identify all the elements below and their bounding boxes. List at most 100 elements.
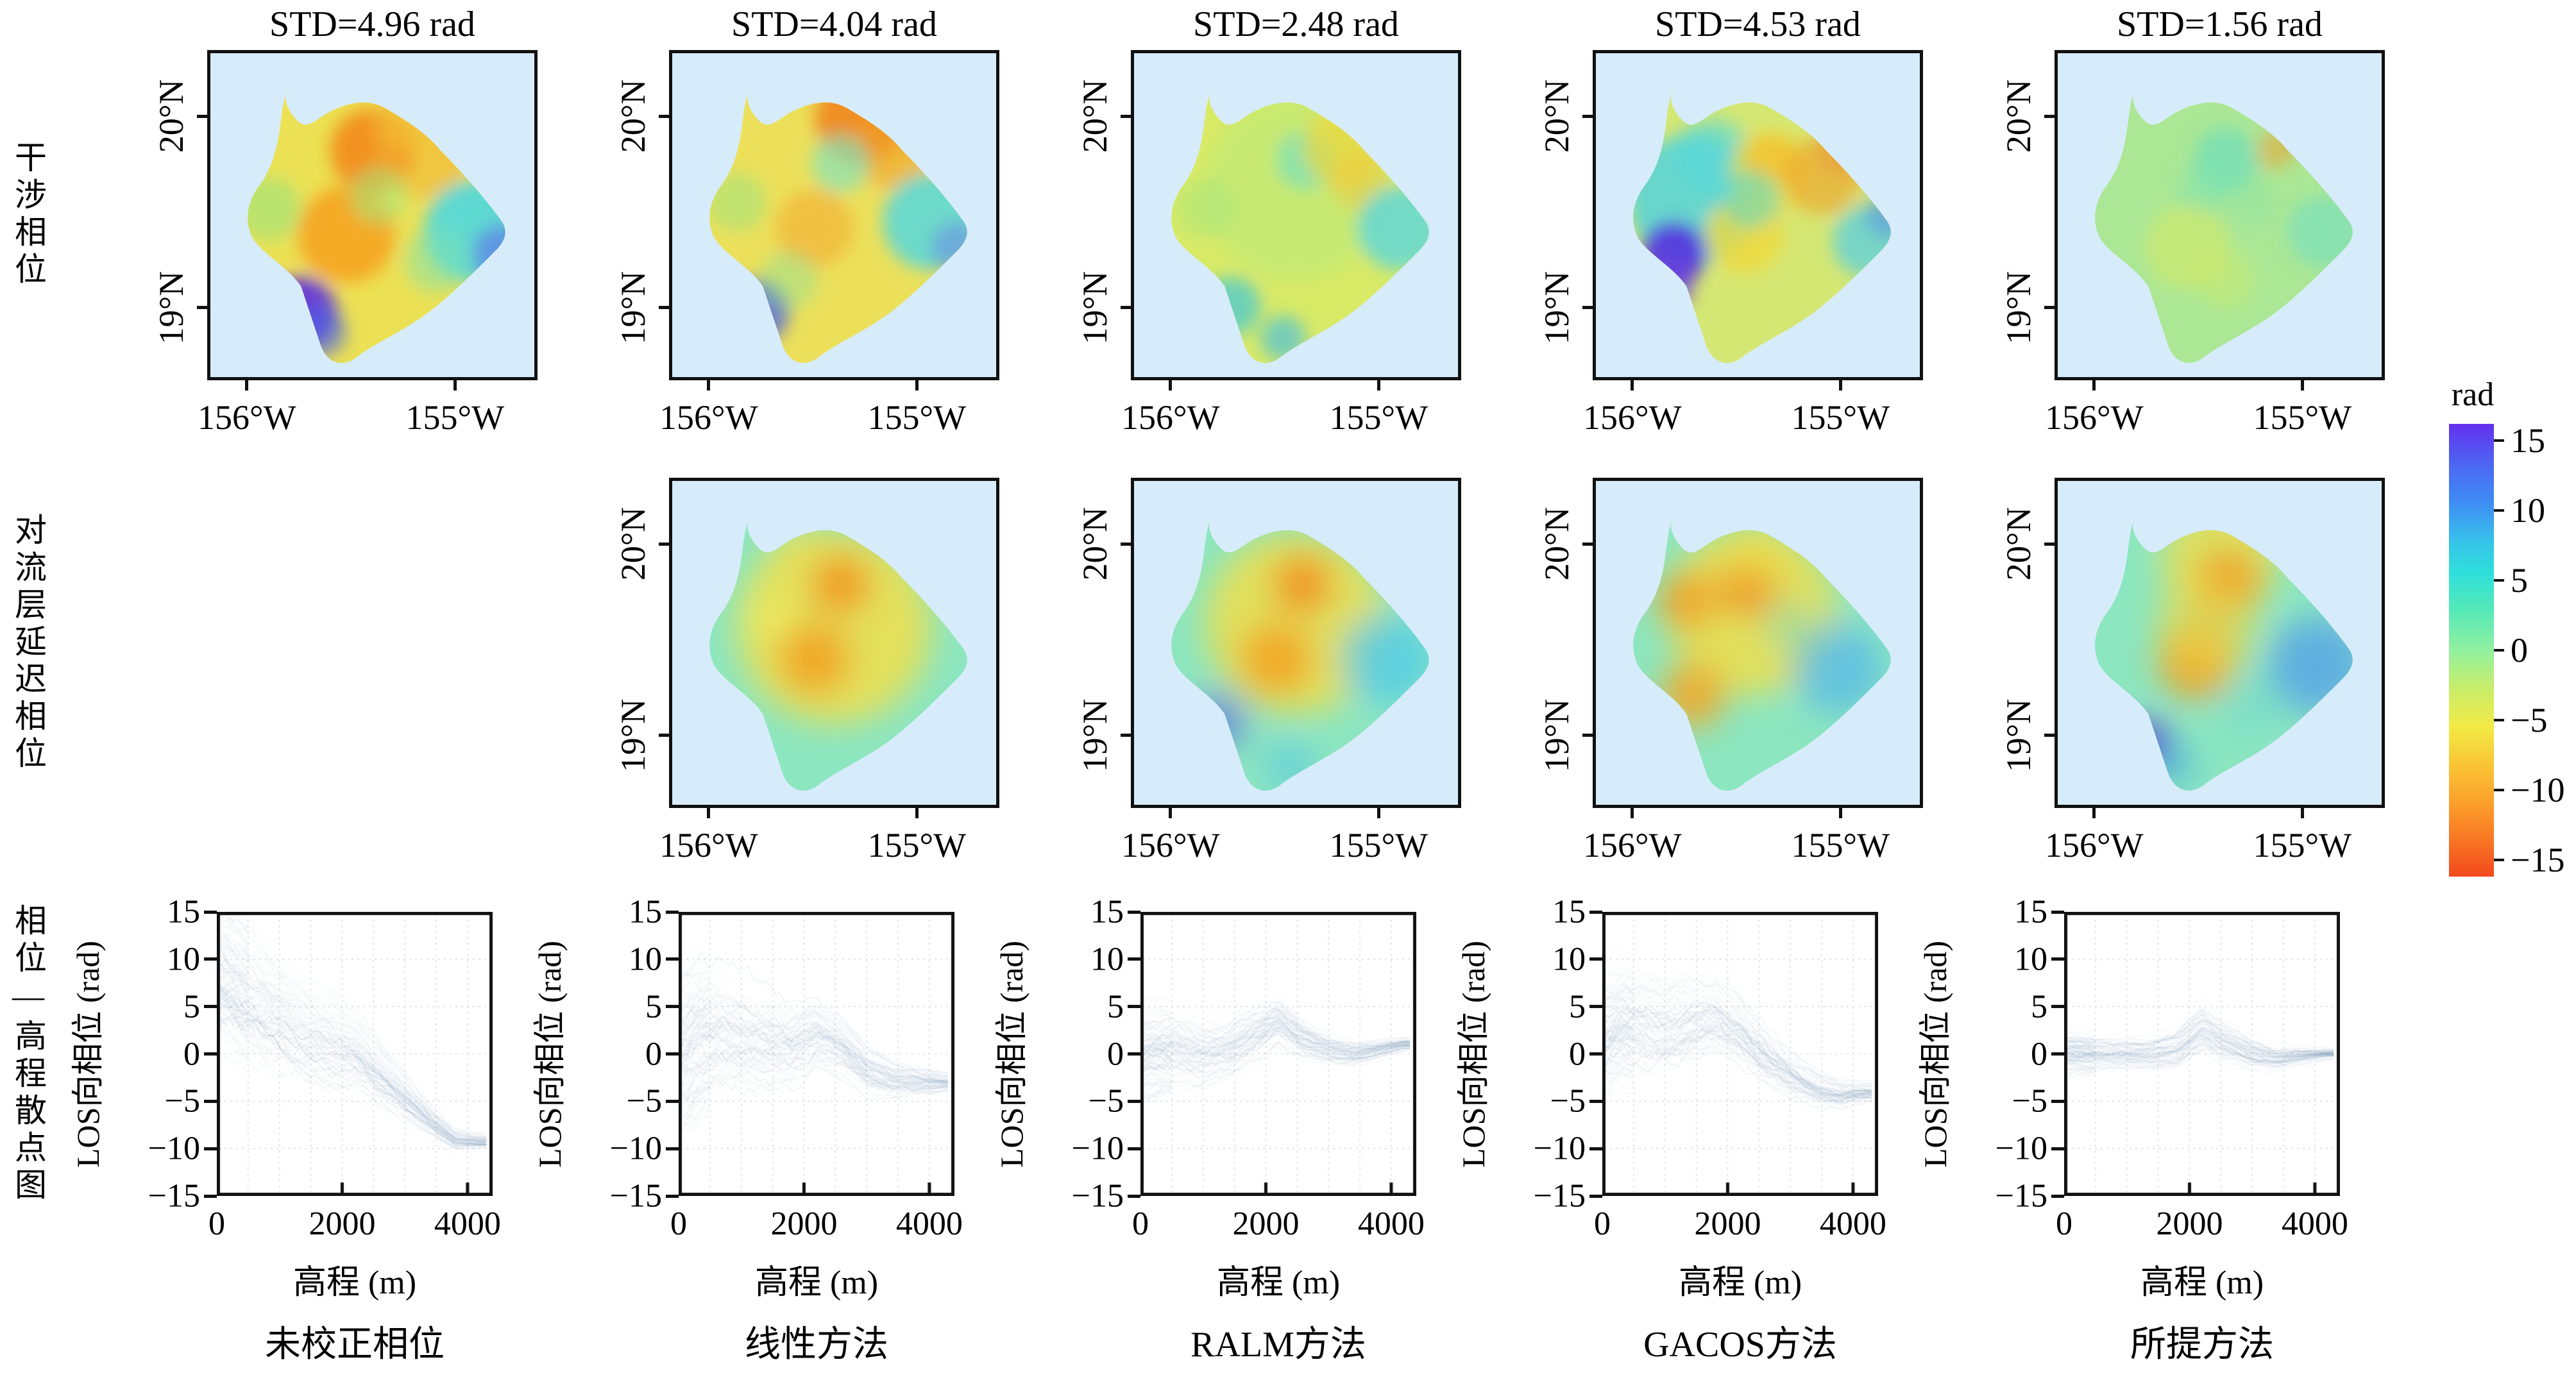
lat-tick: [1582, 114, 1593, 118]
colorbar-tick: [2494, 649, 2504, 652]
lat-tick-label: 19°N: [614, 698, 652, 772]
scatter-x-axis-label: 高程 (m): [292, 1265, 417, 1301]
scatter-y-tick-label: 0: [645, 1036, 662, 1072]
scatter-y-tick: [1128, 957, 1140, 961]
scatter-y-tick-label: 15: [1090, 893, 1124, 930]
scatter-y-tick-label: −5: [1550, 1082, 1586, 1120]
scatter-y-tick: [1589, 957, 1602, 961]
scatter-y-tick: [666, 1052, 679, 1056]
lon-tick-label: 156°W: [659, 826, 758, 864]
scatter-x-tick-label: 2000: [1694, 1206, 1761, 1242]
colorbar-tick-label: 0: [2511, 631, 2528, 669]
method-caption: GACOS方法: [1643, 1325, 1837, 1365]
scatter-canvas: [679, 912, 954, 1196]
scatter-x-axis-label: 高程 (m): [1678, 1265, 1802, 1301]
scatter-y-tick-label: 5: [2031, 988, 2047, 1025]
lon-tick: [2300, 808, 2304, 818]
scatter-y-tick-label: 0: [183, 1036, 200, 1072]
lat-tick: [1121, 734, 1131, 737]
row-label-phase-elevation-scatter: 相位—高程散点图: [10, 904, 46, 1205]
scatter-y-tick: [666, 1194, 679, 1198]
scatter-canvas: [1602, 912, 1878, 1196]
lat-tick-label: 19°N: [1076, 698, 1114, 772]
colorbar-tick: [2494, 858, 2504, 861]
colorbar-tick: [2494, 439, 2504, 442]
lon-tick-label: 155°W: [867, 826, 967, 864]
scatter-y-tick-label: −10: [1533, 1130, 1586, 1167]
lat-tick: [197, 114, 207, 118]
scatter-y-axis-label: LOS向相位 (rad): [532, 940, 568, 1168]
scatter-y-tick: [204, 1052, 217, 1056]
lon-tick: [2092, 808, 2096, 818]
scatter-y-tick-label: 10: [167, 941, 200, 978]
lat-tick: [2044, 542, 2055, 546]
scatter-y-tick-label: −15: [609, 1177, 662, 1215]
scatter-x-tick-label: 2000: [1232, 1206, 1300, 1242]
scatter-x-tick-label: 4000: [434, 1206, 501, 1242]
lat-tick-label: 20°N: [1076, 507, 1114, 581]
lon-tick: [707, 808, 711, 818]
scatter-y-tick: [204, 1099, 217, 1103]
map-panel: [669, 478, 999, 808]
lon-tick-label: 155°W: [1329, 398, 1428, 437]
method-caption: 未校正相位: [265, 1325, 445, 1365]
lat-tick: [2044, 114, 2055, 118]
scatter-y-tick: [2051, 910, 2064, 914]
scatter-y-tick-label: −10: [1995, 1130, 2047, 1167]
scatter-y-axis-label: LOS向相位 (rad): [70, 940, 106, 1168]
scatter-canvas: [2064, 912, 2340, 1196]
lon-tick: [707, 380, 711, 391]
row-label-tropospheric-delay-phase: 对流层延迟相位: [10, 513, 46, 773]
lat-tick-label: 19°N: [1999, 698, 2038, 772]
lon-tick: [1377, 808, 1380, 818]
scatter-y-tick: [1589, 1005, 1602, 1009]
scatter-y-axis-label: LOS向相位 (rad): [1455, 940, 1491, 1168]
colorbar-tick: [2494, 579, 2504, 582]
scatter-y-tick-label: −15: [1533, 1177, 1586, 1215]
lat-tick-label: 20°N: [152, 79, 191, 153]
scatter-x-tick-label: 2000: [2156, 1206, 2223, 1242]
lon-tick-label: 156°W: [1583, 398, 1682, 437]
colorbar-tick-label: −10: [2511, 770, 2565, 809]
lon-tick: [1631, 380, 1634, 391]
lat-tick-label: 20°N: [1538, 79, 1576, 153]
scatter-y-tick-label: −10: [609, 1130, 662, 1167]
scatter-x-tick-label: 0: [1594, 1206, 1611, 1242]
lat-tick-label: 20°N: [1999, 79, 2038, 153]
lon-tick: [1377, 380, 1380, 391]
scatter-y-tick-label: −5: [626, 1082, 662, 1120]
lon-tick: [1169, 808, 1173, 818]
scatter-x-tick-label: 2000: [770, 1206, 838, 1242]
scatter-y-tick: [2051, 1147, 2064, 1150]
scatter-y-tick-label: 10: [1552, 941, 1586, 978]
method-caption: 线性方法: [745, 1325, 888, 1365]
lat-tick: [659, 734, 669, 737]
lat-tick: [1582, 542, 1593, 546]
scatter-y-tick-label: −15: [1071, 1177, 1124, 1215]
scatter-y-tick-label: 10: [2014, 941, 2047, 978]
method-caption: RALM方法: [1191, 1325, 1366, 1365]
scatter-x-tick-label: 2000: [309, 1206, 376, 1242]
colorbar: [2449, 424, 2494, 877]
scatter-y-tick: [1589, 910, 1602, 914]
lon-tick-label: 155°W: [2253, 826, 2352, 864]
scatter-y-tick: [666, 1099, 679, 1103]
scatter-x-axis-label: 高程 (m): [2140, 1265, 2264, 1301]
scatter-canvas: [1140, 912, 1416, 1196]
map-title: STD=4.53 rad: [1655, 4, 1861, 44]
map-title: STD=2.48 rad: [1193, 4, 1399, 44]
scatter-y-tick: [1589, 1052, 1602, 1056]
scatter-y-tick: [204, 957, 217, 961]
scatter-x-tick-label: 4000: [1819, 1206, 1886, 1242]
lat-tick-label: 19°N: [152, 271, 191, 344]
scatter-y-tick: [1128, 910, 1140, 914]
lat-tick: [659, 542, 669, 546]
scatter-y-tick: [1128, 1194, 1140, 1198]
lon-tick: [1838, 808, 1842, 818]
scatter-y-tick: [2051, 1194, 2064, 1198]
lat-tick-label: 20°N: [1538, 507, 1576, 581]
lon-tick-label: 155°W: [1791, 398, 1890, 437]
colorbar-unit-label: rad: [2451, 376, 2495, 413]
colorbar-tick: [2494, 509, 2504, 512]
